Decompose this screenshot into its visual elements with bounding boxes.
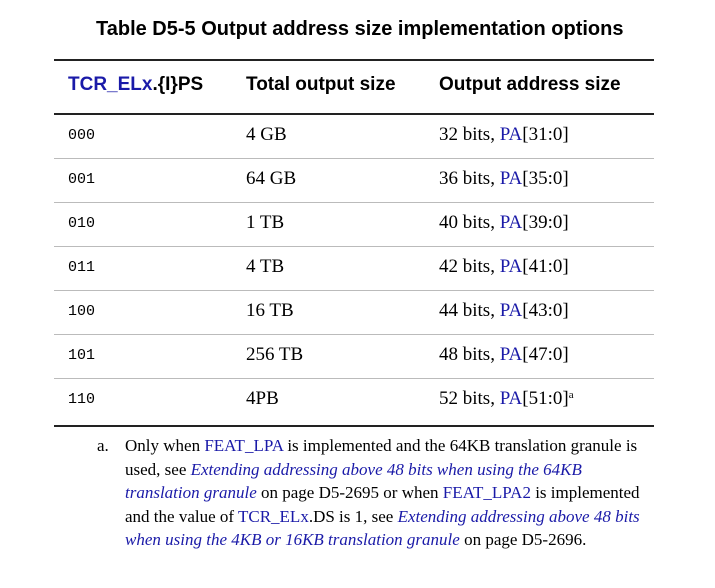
address-bits: 32 bits, xyxy=(439,124,500,145)
footnote: a. Only when FEAT_LPA is implemented and… xyxy=(97,434,657,552)
header-bottom-rule xyxy=(54,113,654,115)
ps-value: 100 xyxy=(68,303,96,320)
address-range: [47:0] xyxy=(522,344,569,365)
address-range: [41:0] xyxy=(522,256,569,277)
footnote-text-6: on page D5-2696. xyxy=(459,530,587,550)
address-bits: 44 bits, xyxy=(439,300,500,321)
footnote-label: a. xyxy=(97,436,109,455)
output-address-size: 44 bits, PA[43:0] xyxy=(439,300,569,322)
pa-link[interactable]: PA xyxy=(499,212,523,233)
header-tcr-elx-ps: TCR_ELx.{I}PS xyxy=(68,74,203,96)
total-output-size: 64 GB xyxy=(246,168,297,189)
pa-link[interactable]: PA xyxy=(499,256,523,277)
feat-lpa2-link[interactable]: FEAT_LPA2 xyxy=(442,483,531,503)
table-bottom-rule xyxy=(54,425,654,427)
footnote-text-5: .DS is 1, see xyxy=(308,506,398,526)
address-bits: 36 bits, xyxy=(439,168,500,189)
address-bits: 42 bits, xyxy=(439,256,500,277)
row-divider xyxy=(54,246,654,247)
total-output-size: 4PB xyxy=(246,388,279,409)
ps-value: 001 xyxy=(68,171,96,188)
total-output-size: 4 GB xyxy=(246,124,287,145)
output-address-size: 40 bits, PA[39:0] xyxy=(439,212,569,234)
address-bits: 48 bits, xyxy=(439,344,500,365)
output-address-size: 52 bits, PA[51:0]a xyxy=(439,388,574,410)
pa-link[interactable]: PA xyxy=(499,168,523,189)
footnote-text: Only when FEAT_LPA is implemented and th… xyxy=(125,434,657,552)
header-output-address-size: Output address size xyxy=(439,74,621,95)
extending-64kb-link[interactable]: Extending addressing above 48 bits when … xyxy=(125,459,582,503)
footnote-ref[interactable]: a xyxy=(568,389,574,401)
row-divider xyxy=(54,158,654,159)
row-divider xyxy=(54,202,654,203)
tcr-elx-footnote-link[interactable]: TCR_ELx xyxy=(237,506,309,526)
output-address-size: 42 bits, PA[41:0] xyxy=(439,256,569,278)
ps-value: 110 xyxy=(68,391,96,408)
ps-value: 101 xyxy=(68,347,96,364)
total-output-size: 16 TB xyxy=(246,300,294,321)
address-bits: 52 bits, xyxy=(439,388,500,409)
address-bits: 40 bits, xyxy=(439,212,500,233)
header-ps-suffix: .{I}PS xyxy=(152,74,204,95)
ps-value: 011 xyxy=(68,259,96,276)
table-top-rule xyxy=(54,59,654,61)
ps-value: 000 xyxy=(68,127,96,144)
address-range: [43:0] xyxy=(522,300,569,321)
extending-4kb-16kb-link[interactable]: Extending addressing above 48 bits when … xyxy=(125,506,640,550)
output-address-size: 48 bits, PA[47:0] xyxy=(439,344,569,366)
pa-link[interactable]: PA xyxy=(499,344,523,365)
footnote-text-1: Only when xyxy=(125,436,205,455)
address-range: [35:0] xyxy=(522,168,569,189)
output-address-size: 32 bits, PA[31:0] xyxy=(439,124,569,146)
pa-link[interactable]: PA xyxy=(499,300,523,321)
row-divider xyxy=(54,334,654,335)
feat-lpa-link[interactable]: FEAT_LPA xyxy=(204,436,284,455)
table-title: Table D5-5 Output address size implement… xyxy=(96,18,624,40)
footnote-text-3: on page D5-2695 or when xyxy=(256,483,443,503)
row-divider xyxy=(54,290,654,291)
pa-link[interactable]: PA xyxy=(499,388,523,409)
ps-value: 010 xyxy=(68,215,96,232)
footnote-text-4: is implemented and the value of xyxy=(125,483,640,526)
total-output-size: 1 TB xyxy=(246,212,285,233)
tcr-elx-header-link[interactable]: TCR_ELx xyxy=(68,74,153,95)
address-range: [51:0] xyxy=(522,388,569,409)
total-output-size: 4 TB xyxy=(246,256,285,277)
header-total-output-size: Total output size xyxy=(246,74,396,95)
address-range: [31:0] xyxy=(522,124,569,145)
total-output-size: 256 TB xyxy=(246,344,304,365)
footnote-text-2: is implemented and the 64KB translation … xyxy=(125,436,638,479)
pa-link[interactable]: PA xyxy=(499,124,523,145)
output-address-size: 36 bits, PA[35:0] xyxy=(439,168,569,190)
row-divider xyxy=(54,378,654,379)
address-range: [39:0] xyxy=(522,212,569,233)
